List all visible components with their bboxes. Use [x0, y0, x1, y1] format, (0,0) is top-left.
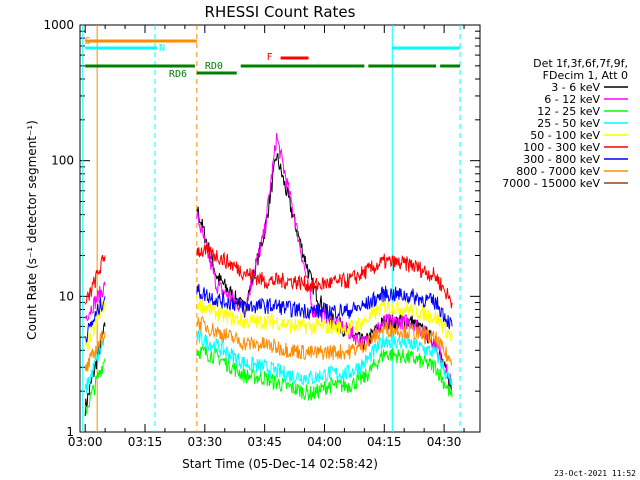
legend-label: 300 - 800 keV [523, 153, 600, 166]
series-line-5-seg1 [196, 243, 453, 309]
series-line-6-seg0 [84, 296, 106, 343]
chart-title: RHESSI Count Rates [205, 3, 356, 21]
legend-header-line-1: Det 1f,3f,6f,7f,9f, [533, 57, 628, 70]
legend-label: 25 - 50 keV [537, 117, 600, 130]
series-line-3-seg1 [196, 329, 453, 387]
state-label-n: N [159, 43, 165, 54]
series-line-0-seg0 [84, 322, 106, 417]
state-label-rd0: RD0 [205, 61, 223, 72]
y-tick-label: 100 [51, 154, 74, 168]
legend-label: 800 - 7000 keV [516, 165, 600, 178]
series-line-3-seg0 [84, 336, 106, 394]
state-label-rd6: RD6 [169, 69, 187, 80]
x-tick-label: 03:30 [188, 435, 223, 449]
series-line-5-seg0 [84, 254, 106, 305]
x-tick-label: 03:15 [128, 435, 163, 449]
legend-label: 50 - 100 keV [530, 129, 600, 142]
legend-label: 7000 - 15000 keV [502, 177, 600, 190]
series-line-1-seg1 [196, 132, 453, 386]
series-line-4-seg1 [196, 295, 453, 342]
y-tick-label: 1000 [43, 18, 74, 32]
legend-label: 3 - 6 keV [551, 81, 600, 94]
legend-label: 100 - 300 keV [523, 141, 600, 154]
x-axis-label: Start Time (05-Dec-14 02:58:42) [182, 457, 378, 471]
footer-date: 23-Oct-2021 11:52 [554, 469, 636, 478]
legend-header-line-2: FDecim 1, Att 0 [543, 69, 628, 82]
legend: Det 1f,3f,6f,7f,9f, FDecim 1, Att 0 3 - … [502, 57, 628, 190]
series-line-2-seg0 [84, 358, 106, 415]
y-tick-label: 10 [59, 289, 74, 303]
plot-frame [79, 24, 481, 433]
series-line-1-seg0 [84, 281, 106, 321]
legend-label: 12 - 25 keV [537, 105, 600, 118]
series-line-7-seg0 [84, 330, 106, 372]
x-tick-label: 03:00 [68, 435, 103, 449]
state-label-f: F [267, 52, 273, 63]
legend-label: 6 - 12 keV [544, 93, 600, 106]
x-tick-label: 04:30 [427, 435, 462, 449]
series-line-7-seg1 [196, 316, 453, 367]
x-tick-label: 04:00 [307, 435, 342, 449]
state-label-s: S [85, 36, 91, 47]
y-tick-label: 1 [66, 425, 74, 439]
y-axis-label: Count Rate (s⁻¹ detector segment⁻¹) [25, 120, 39, 340]
plot-area: 03:00 03:15 03:30 03:45 04:00 04:15 04:30 1 10 10… [43, 18, 481, 449]
series-line-6-seg1 [196, 283, 453, 330]
x-tick-label: 04:15 [367, 435, 402, 449]
series-line-2-seg1 [196, 345, 453, 401]
x-tick-label: 03:45 [247, 435, 282, 449]
